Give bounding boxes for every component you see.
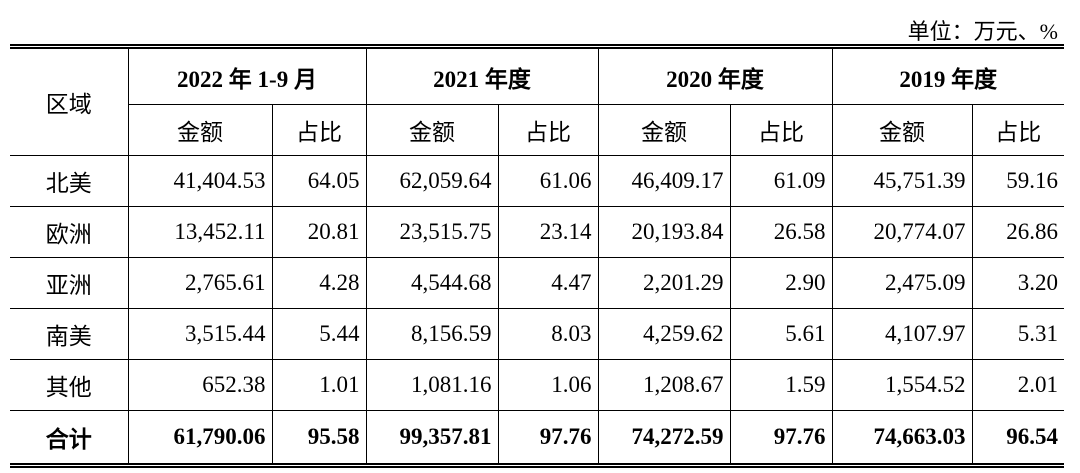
value-cell: 95.58: [271, 410, 367, 466]
value-cell: 64.05: [271, 155, 367, 207]
value-cell: 97.76: [497, 410, 599, 466]
data-row: 北美 41,404.53 64.05 62,059.64 61.06 46,409.17 6…: [10, 155, 1064, 207]
value-cell: 8.03: [497, 308, 599, 360]
value-cell: 1,081.16: [365, 359, 499, 411]
value-cell: 4.28: [271, 257, 367, 309]
column-header: 金额: [365, 104, 499, 156]
column-header: 占比: [971, 104, 1064, 156]
period-header: 2020 年度: [597, 46, 833, 105]
value-cell: 5.44: [271, 308, 367, 360]
value-cell: 59.16: [971, 155, 1064, 207]
value-cell: 652.38: [127, 359, 273, 411]
data-row: 其他 652.38 1.01 1,081.16 1.06 1,208.67 1.59 1,55…: [10, 359, 1064, 411]
value-cell: 8,156.59: [365, 308, 499, 360]
data-row: 欧洲 13,452.11 20.81 23,515.75 23.14 20,193.84 2…: [10, 206, 1064, 258]
region-table: 区域 2022 年 1-9 月 2021 年度 2020 年度 2019 年度 金额 占比金…: [10, 44, 1064, 468]
value-cell: 1.59: [729, 359, 833, 411]
value-cell: 26.86: [971, 206, 1064, 258]
region-cell: 北美: [10, 155, 129, 207]
value-cell: 23.14: [497, 206, 599, 258]
value-cell: 20,193.84: [597, 206, 731, 258]
value-cell: 4,544.68: [365, 257, 499, 309]
region-cell: 南美: [10, 308, 129, 360]
value-cell: 3,515.44: [127, 308, 273, 360]
value-cell: 45,751.39: [831, 155, 973, 207]
value-cell: 2,765.61: [127, 257, 273, 309]
value-cell: 61.06: [497, 155, 599, 207]
region-header: 区域: [10, 46, 129, 156]
data-row: 南美 3,515.44 5.44 8,156.59 8.03 4,259.62 5.61 4,…: [10, 308, 1064, 360]
value-cell: 99,357.81: [365, 410, 499, 466]
column-header: 占比: [271, 104, 367, 156]
value-cell: 2,201.29: [597, 257, 731, 309]
value-cell: 5.61: [729, 308, 833, 360]
column-header: 占比: [729, 104, 833, 156]
value-cell: 1,208.67: [597, 359, 731, 411]
value-cell: 74,663.03: [831, 410, 973, 466]
subheader-row: 金额 占比 金额 占比 金额 占比 金额 占比: [10, 104, 1064, 156]
region-cell: 亚洲: [10, 257, 129, 309]
value-cell: 26.58: [729, 206, 833, 258]
data-row: 亚洲 2,765.61 4.28 4,544.68 4.47 2,201.29 2.90 2,…: [10, 257, 1064, 309]
unit-note: 单位：万元、%: [907, 19, 1058, 44]
value-cell: 61.09: [729, 155, 833, 207]
value-cell: 13,452.11: [127, 206, 273, 258]
value-cell: 20.81: [271, 206, 367, 258]
header-row: 区域 2022 年 1-9 月 2021 年度 2020 年度 2019 年度: [10, 46, 1064, 156]
value-cell: 5.31: [971, 308, 1064, 360]
value-cell: 2.90: [729, 257, 833, 309]
value-cell: 46,409.17: [597, 155, 731, 207]
value-cell: 4,107.97: [831, 308, 973, 360]
value-cell: 23,515.75: [365, 206, 499, 258]
column-header: 占比: [497, 104, 599, 156]
region-cell: 合计: [10, 410, 129, 466]
column-header: 金额: [128, 104, 273, 156]
region-cell: 其他: [10, 359, 129, 411]
value-cell: 1.06: [497, 359, 599, 411]
value-cell: 3.20: [971, 257, 1064, 309]
table-body: 区域 2022 年 1-9 月 2021 年度 2020 年度 2019 年度 金额 占比金…: [10, 46, 1064, 466]
column-header: 金额: [831, 104, 973, 156]
total-row: 合计 61,790.06 95.58 99,357.81 97.76 74,272.59 9…: [10, 410, 1064, 466]
value-cell: 2.01: [971, 359, 1064, 411]
value-cell: 1,554.52: [831, 359, 973, 411]
value-cell: 4,259.62: [597, 308, 731, 360]
value-cell: 62,059.64: [365, 155, 499, 207]
value-cell: 96.54: [971, 410, 1064, 466]
value-cell: 20,774.07: [831, 206, 973, 258]
value-cell: 61,790.06: [127, 410, 273, 466]
value-cell: 74,272.59: [597, 410, 731, 466]
value-cell: 1.01: [271, 359, 367, 411]
value-cell: 41,404.53: [127, 155, 273, 207]
value-cell: 2,475.09: [831, 257, 973, 309]
period-header: 2022 年 1-9 月: [127, 46, 367, 105]
column-header: 金额: [597, 104, 731, 156]
period-header: 2019 年度: [831, 46, 1064, 105]
period-header: 2021 年度: [365, 46, 599, 105]
region-cell: 欧洲: [10, 206, 129, 258]
value-cell: 4.47: [497, 257, 599, 309]
value-cell: 97.76: [729, 410, 833, 466]
